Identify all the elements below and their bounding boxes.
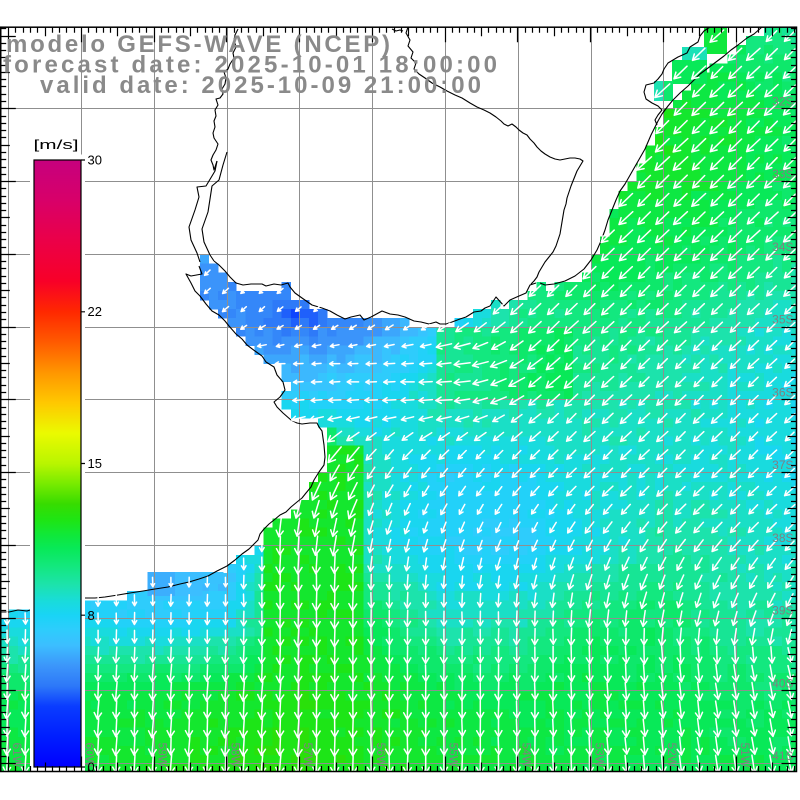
svg-text:33S: 33S	[772, 167, 793, 181]
svg-text:34S: 34S	[772, 240, 793, 254]
svg-text:38S: 38S	[772, 531, 793, 545]
svg-text:37S: 37S	[772, 458, 793, 472]
svg-text:8: 8	[88, 608, 95, 623]
svg-text:54W: 54W	[520, 743, 534, 768]
svg-text:56W: 56W	[374, 743, 388, 768]
svg-text:22: 22	[88, 304, 102, 319]
svg-text:53W: 53W	[592, 743, 606, 768]
svg-text:40S: 40S	[772, 676, 793, 690]
svg-text:modelo GEFS-WAVE (NCEP): modelo GEFS-WAVE (NCEP)	[6, 31, 390, 58]
svg-text:58W: 58W	[228, 743, 242, 768]
svg-text:15: 15	[88, 456, 102, 471]
svg-text:41S: 41S	[772, 749, 793, 763]
svg-text:[m/s]: [m/s]	[34, 137, 79, 152]
svg-text:30: 30	[88, 153, 102, 168]
svg-text:60W: 60W	[83, 743, 97, 768]
svg-text:61W: 61W	[10, 743, 24, 768]
svg-text:51W: 51W	[738, 743, 752, 768]
svg-text:55W: 55W	[447, 743, 461, 768]
svg-text:39S: 39S	[772, 604, 793, 618]
svg-text:35S: 35S	[772, 313, 793, 327]
svg-text:59W: 59W	[156, 743, 170, 768]
svg-text:32S: 32S	[772, 94, 793, 108]
svg-text:0: 0	[88, 760, 95, 775]
svg-text:36S: 36S	[772, 385, 793, 399]
svg-text:57W: 57W	[301, 743, 315, 768]
svg-text:52W: 52W	[665, 743, 679, 768]
svg-text:forecast date: 2025-10-01 18:0: forecast date: 2025-10-01 18:00:00	[3, 51, 497, 78]
svg-text:valid date: 2025-10-09 21:00:0: valid date: 2025-10-09 21:00:00	[40, 72, 481, 99]
